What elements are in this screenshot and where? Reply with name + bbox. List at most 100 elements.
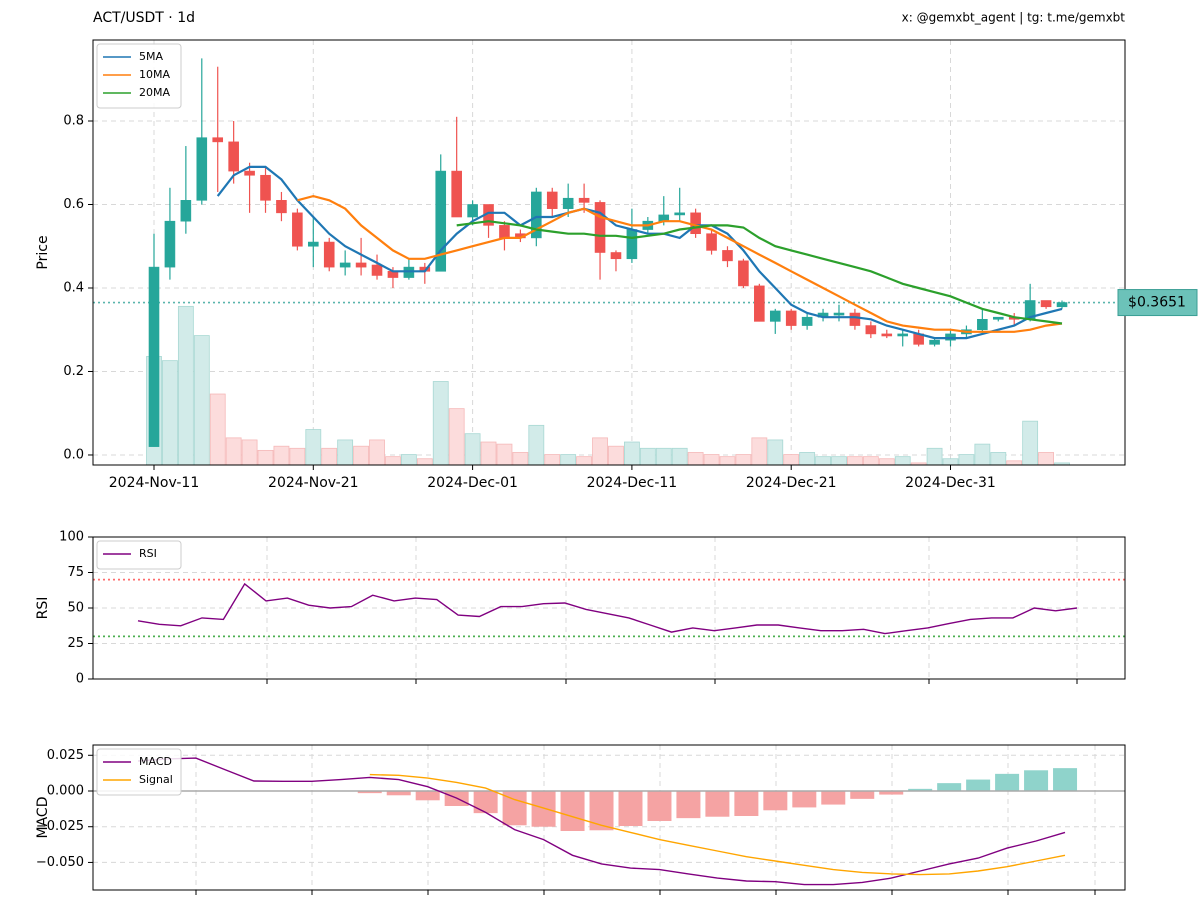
- volume-bar: [671, 447, 688, 466]
- volume-bar: [576, 456, 593, 466]
- volume-bar: [703, 454, 720, 466]
- volume-bar: [273, 445, 290, 466]
- volume-bar: [480, 441, 497, 466]
- volume-bar: [353, 445, 369, 466]
- volume-bar: [464, 433, 481, 466]
- candle-body: [355, 262, 367, 268]
- candle-body: [307, 241, 319, 247]
- legend-label: MACD: [139, 755, 172, 768]
- y-tick-label: 0.4: [63, 280, 84, 295]
- volume-bar: [608, 445, 624, 466]
- volume-bar: [241, 439, 258, 466]
- volume-bar: [1022, 420, 1039, 466]
- candle-body: [865, 325, 877, 335]
- volume-bar: [990, 452, 1007, 466]
- candle-body: [164, 220, 176, 268]
- volume-bar: [385, 456, 401, 466]
- histogram-bar: [473, 791, 498, 814]
- candle-body: [244, 170, 255, 176]
- histogram-bar: [705, 791, 730, 817]
- x-tick-label: 2024-Dec-31: [905, 475, 996, 491]
- candle-body: [674, 212, 685, 216]
- y-tick-label: 0.6: [63, 197, 84, 212]
- histogram-bar: [734, 791, 759, 816]
- y-axis-label: RSI: [35, 597, 51, 620]
- histogram-bar: [937, 783, 962, 791]
- candle-body: [196, 137, 208, 201]
- candle-body: [626, 229, 638, 260]
- candle-body: [722, 250, 733, 262]
- volume-bar: [639, 447, 656, 466]
- volume-bar: [942, 458, 959, 466]
- y-tick-label: 25: [67, 636, 84, 651]
- candle-body: [977, 318, 988, 331]
- volume-bar: [289, 447, 306, 466]
- x-tick-label: 2024-Nov-21: [268, 475, 359, 491]
- volume-bar: [512, 452, 529, 466]
- candle-body: [881, 333, 893, 337]
- candle-body: [180, 200, 192, 222]
- legend-label: RSI: [139, 547, 157, 560]
- y-tick-label: 0.025: [47, 748, 84, 763]
- volume-bar: [225, 437, 242, 466]
- x-tick-label: 2024-Dec-21: [746, 475, 837, 491]
- ma-line: [297, 194, 1063, 333]
- y-tick-label: −0.025: [36, 819, 84, 834]
- legend-label: 10MA: [139, 68, 170, 81]
- volume-bar: [544, 454, 561, 466]
- volume-bar: [1006, 460, 1023, 466]
- volume-bar: [862, 456, 879, 466]
- legend-label: 20MA: [139, 86, 170, 99]
- y-tick-label: 0.000: [47, 784, 84, 799]
- volume-bar: [321, 447, 338, 466]
- last-price-label: $0.3651: [1128, 295, 1186, 311]
- volume-bar: [337, 439, 354, 466]
- line: [137, 757, 1066, 886]
- ma-line: [456, 220, 1063, 325]
- volume-bar: [592, 437, 608, 466]
- candle-body: [1056, 302, 1068, 308]
- y-tick-label: 0.8: [63, 113, 84, 128]
- histogram-bar: [792, 791, 817, 808]
- volume-bar: [369, 439, 385, 466]
- volume-bar: [528, 424, 545, 466]
- y-tick-label: 50: [67, 601, 84, 616]
- candle-body: [610, 252, 622, 260]
- volume-bar: [400, 454, 417, 466]
- candle-body: [897, 333, 909, 337]
- y-tick-label: 75: [67, 565, 84, 580]
- x-tick-label: 2024-Dec-01: [427, 475, 518, 491]
- volume-bar: [448, 408, 465, 466]
- candle-body: [323, 241, 335, 268]
- y-tick-label: −0.050: [36, 855, 84, 870]
- candle-body: [738, 260, 749, 287]
- histogram-bar: [618, 791, 643, 826]
- volume-bar: [496, 443, 513, 466]
- candle-body: [833, 312, 845, 316]
- candle-body: [706, 233, 717, 251]
- volume-bar: [767, 439, 784, 466]
- candle-body: [594, 202, 606, 253]
- histogram-bar: [821, 791, 846, 805]
- candle-body: [1040, 300, 1052, 308]
- volume-bar: [655, 447, 672, 466]
- candle-body: [785, 310, 797, 326]
- volume-bar: [432, 381, 449, 466]
- volume-bar: [305, 429, 322, 466]
- volume-bar: [257, 449, 274, 466]
- histogram-bar: [850, 791, 875, 799]
- candle-body: [435, 170, 447, 272]
- legend-box: [96, 748, 182, 796]
- legend-box: [96, 540, 182, 570]
- plot-frame: [92, 39, 1126, 466]
- candle-body: [339, 262, 351, 268]
- y-axis-label: Price: [35, 235, 51, 269]
- candle-body: [849, 312, 861, 326]
- histogram-bar: [415, 791, 440, 801]
- volume-bar: [177, 305, 194, 466]
- plot-frame: [92, 536, 1126, 680]
- last-price-box: [1117, 289, 1198, 317]
- volume-bar: [815, 456, 831, 466]
- ma-line: [216, 165, 1063, 340]
